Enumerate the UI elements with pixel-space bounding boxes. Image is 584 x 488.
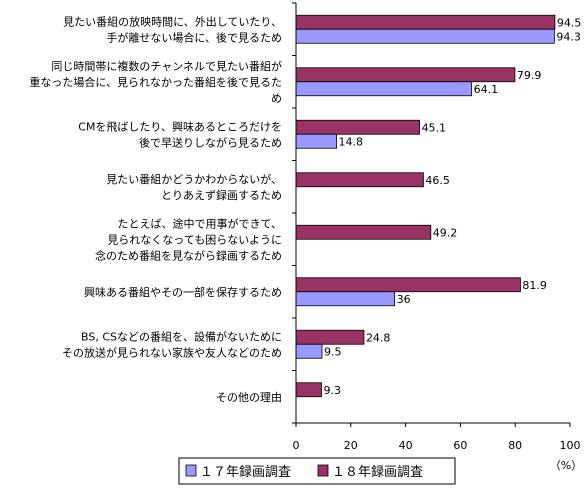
category-label: 見たい番組の放映時間に、外出していたり、 xyxy=(63,14,282,28)
bar xyxy=(295,382,322,398)
bar xyxy=(295,172,424,188)
value-label: 79.9 xyxy=(517,69,542,82)
category-label: CMを飛ばしたり、興味あるところだけを xyxy=(78,120,282,133)
value-label: 46.5 xyxy=(425,174,450,187)
legend: １７年録画調査 １８年録画調査 xyxy=(178,457,456,485)
category-label: 見られなくなっても困らないように xyxy=(107,233,282,246)
value-label: 64.1 xyxy=(474,83,499,96)
value-label: 24.8 xyxy=(366,331,391,344)
bar xyxy=(295,329,365,345)
category-label: 念のため番組を見ながら録画するため xyxy=(95,248,282,262)
bar xyxy=(295,119,420,135)
unit-label: （%） xyxy=(550,459,582,472)
category-label: 同じ時間帯に複数のチャンネルで見たい番組が xyxy=(51,59,282,73)
category-label: 興味ある番組やその一部を保存するため xyxy=(84,285,282,299)
bar xyxy=(295,81,473,97)
category-label: BS, CSなどの番組を、設備がないために xyxy=(81,329,282,343)
value-label: 45.1 xyxy=(422,121,447,134)
value-label: 36 xyxy=(397,293,411,306)
x-tick-label: 0 xyxy=(293,439,300,452)
category-label: 手が離せない場合に、後で見るため xyxy=(106,30,282,44)
bar xyxy=(295,133,337,149)
category-label: め xyxy=(271,92,282,105)
x-tick-label: 60 xyxy=(453,439,467,452)
legend-swatch xyxy=(317,464,329,477)
x-tick-label: 100 xyxy=(560,439,581,452)
value-label: 9.3 xyxy=(323,384,341,397)
legend-swatch xyxy=(185,464,197,477)
value-label: 94.5 xyxy=(557,16,582,29)
x-tick-label: 80 xyxy=(508,439,522,452)
category-label: その放送が見られない家族や友人などのため xyxy=(62,345,282,359)
value-label: 81.9 xyxy=(522,279,547,292)
category-label: 後で早送りしながら見るため xyxy=(139,135,282,149)
category-label: その他の理由 xyxy=(216,390,282,404)
category-labels: 見たい番組の放映時間に、外出していたり、手が離せない場合に、後で見るため同じ時間… xyxy=(29,14,282,404)
value-label: 49.2 xyxy=(433,226,458,239)
bar xyxy=(295,224,432,240)
bar xyxy=(295,291,396,307)
legend-box xyxy=(178,457,456,485)
value-labels: 94.594.3 79.9 64.1 45.1 14.8 46.5 49.2 81.9 36 24… xyxy=(323,16,581,397)
x-axis: 0 20 40 60 80 100 xyxy=(292,2,581,452)
bar xyxy=(295,14,556,30)
legend-label: １７年録画調査 xyxy=(200,465,291,480)
value-label: 94.3 xyxy=(556,30,581,43)
value-label: 9.5 xyxy=(324,345,342,358)
legend-label: １８年録画調査 xyxy=(332,465,423,480)
bar xyxy=(295,277,521,293)
x-tick-label: 40 xyxy=(399,439,413,452)
bar xyxy=(295,28,555,44)
bar xyxy=(295,343,323,359)
value-label: 14.8 xyxy=(339,135,364,148)
category-label: 見たい番組かどうかわからないが、 xyxy=(106,172,282,186)
x-tick-label: 20 xyxy=(344,439,358,452)
category-label: とりあえず録画するため xyxy=(161,188,282,202)
bar xyxy=(295,67,516,83)
category-label: たとえば、途中で用事ができて、 xyxy=(118,216,282,230)
category-label: 重なった場合に、見られなかった番組を後で見るた xyxy=(29,75,282,89)
